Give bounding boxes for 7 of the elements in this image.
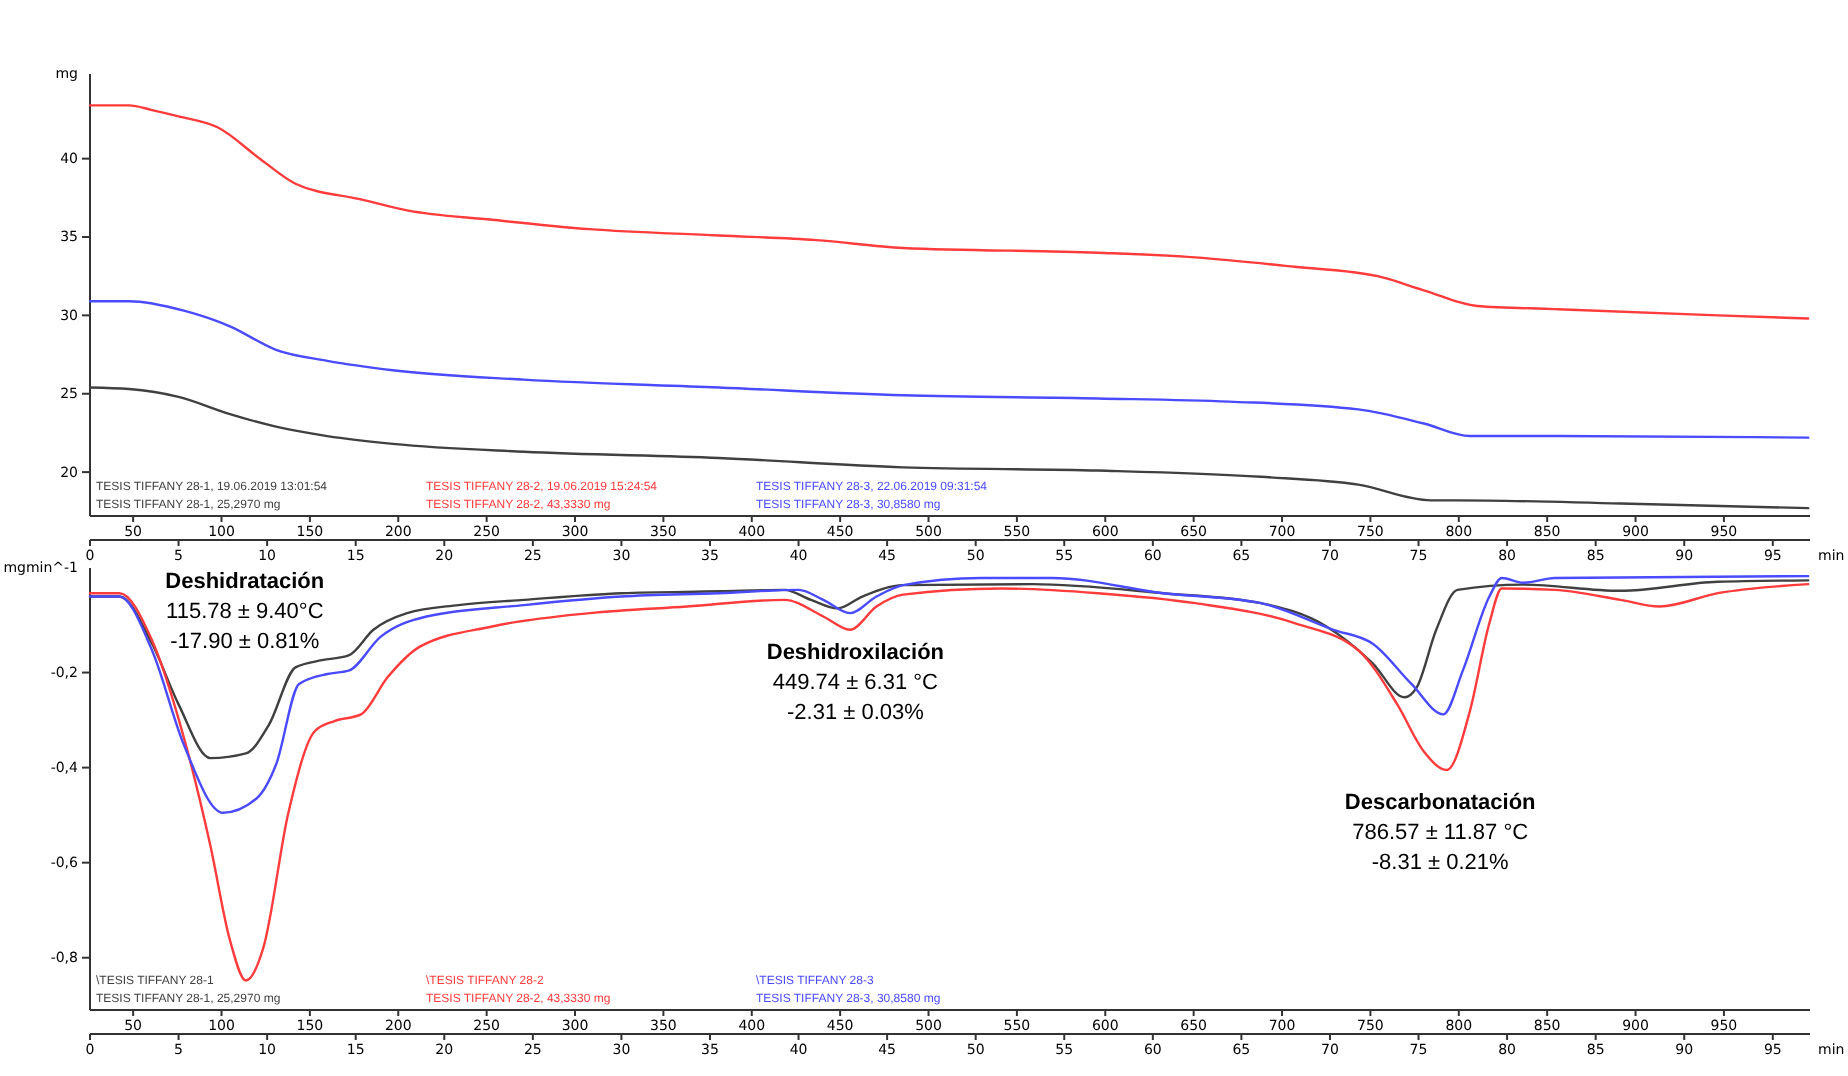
line-series — [88, 104, 1810, 320]
annotation: Descarbonatación 786.57 ± 11.87 °C -8.31 ± 0.21% — [1344, 791, 1537, 875]
annotation: Deshidroxilación 449.74 ± 6.31 °C -2.31 ± 0.03% — [766, 640, 945, 725]
line-series — [88, 386, 1810, 510]
line-series — [88, 300, 1810, 439]
line-series — [88, 574, 1810, 814]
annotation: Deshidratación 115.78 ± 9.40°C -17.90 ± 0.81% — [165, 570, 325, 654]
